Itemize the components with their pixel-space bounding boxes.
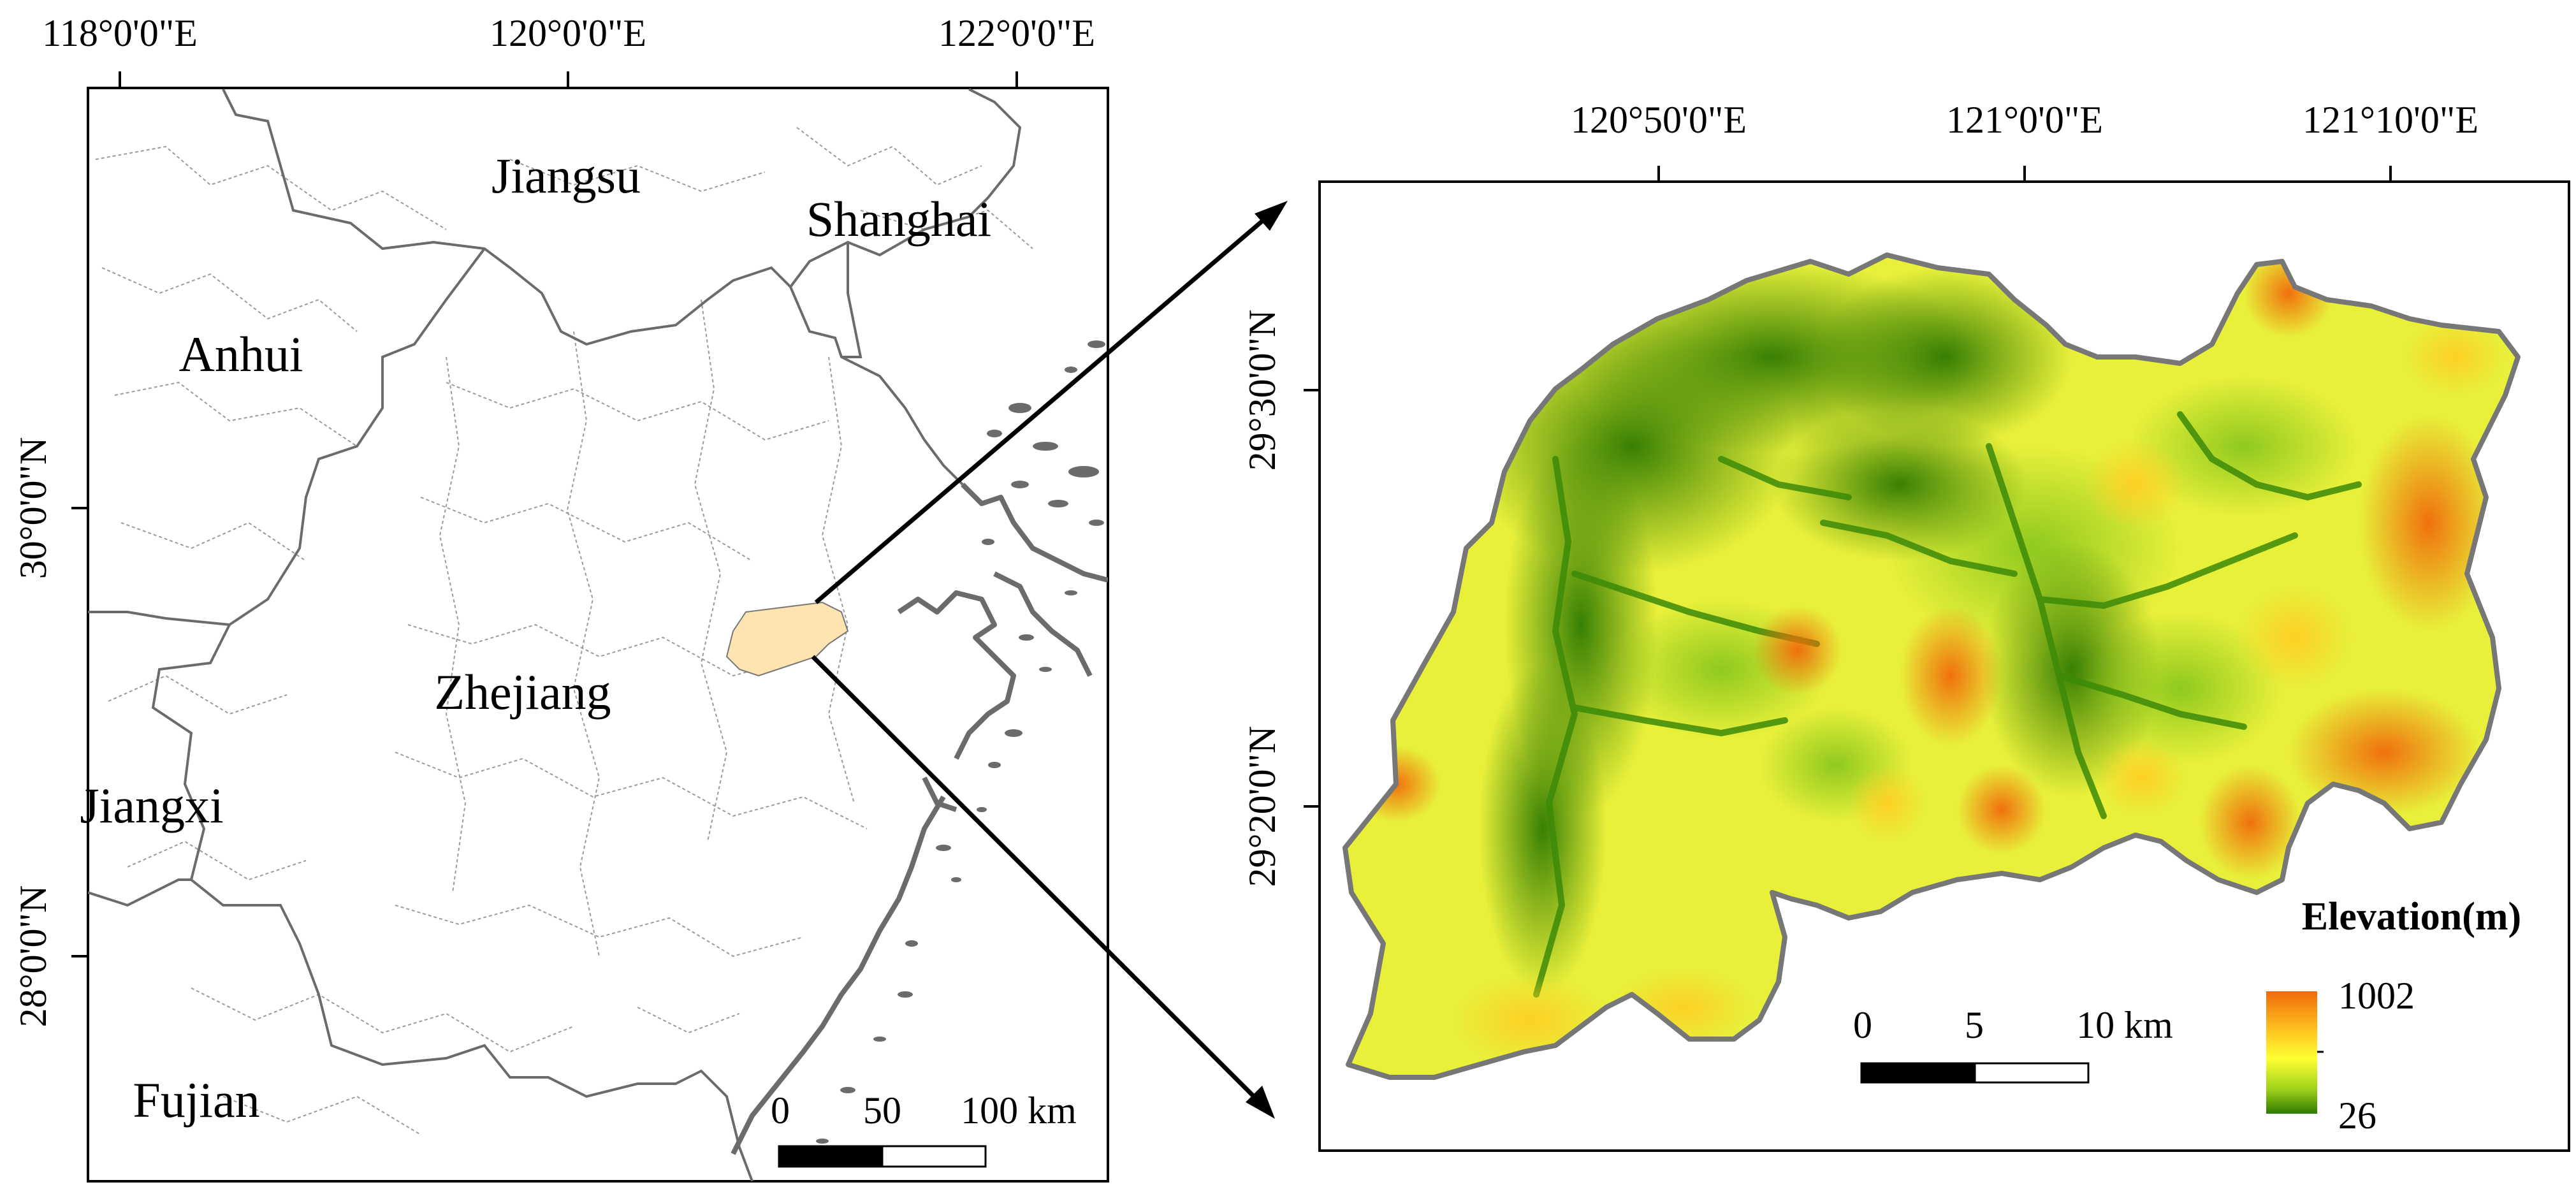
left-scalebar: 0 50 100 km bbox=[771, 1089, 1077, 1168]
lat-tick-28: 28°0'0"N bbox=[12, 885, 54, 1028]
label-jiangsu: Jiangsu bbox=[491, 148, 641, 203]
lat-tick-29-30: 29°30'0"N bbox=[1241, 310, 1283, 471]
lon-tick-121-10: 121°10'0"E bbox=[2303, 99, 2478, 141]
legend-colorbar bbox=[2266, 991, 2317, 1114]
islands bbox=[816, 340, 1105, 1144]
label-zhejiang: Zhejiang bbox=[434, 664, 611, 720]
elevation-legend: Elevation(m) 1002 26 bbox=[2266, 895, 2521, 1137]
scalebar-label-0: 0 bbox=[1853, 1004, 1872, 1046]
scalebar-label-100: 100 km bbox=[961, 1089, 1077, 1132]
scalebar-label-0: 0 bbox=[771, 1089, 790, 1132]
county-borders bbox=[95, 127, 1033, 1135]
province-borders bbox=[88, 88, 1022, 1181]
left-map: 118°0'0"E 120°0'0"E 122°0'0"E 30°0'0"N 2… bbox=[12, 12, 1109, 1183]
lon-tick-122: 122°0'0"E bbox=[938, 12, 1095, 54]
right-scalebar: 0 5 10 km bbox=[1853, 1004, 2173, 1084]
label-anhui: Anhui bbox=[179, 326, 303, 382]
study-area-outline bbox=[1343, 252, 2521, 1080]
right-map: 120°50'0"E 121°0'0"E 121°10'0"E 29°30'0"… bbox=[1241, 99, 2570, 1152]
lat-tick-30: 30°0'0"N bbox=[12, 437, 54, 579]
scalebar-label-5: 5 bbox=[1965, 1004, 1984, 1046]
scalebar-label-50: 50 bbox=[863, 1089, 901, 1132]
legend-title: Elevation(m) bbox=[2302, 895, 2521, 938]
lon-tick-120: 120°0'0"E bbox=[490, 12, 646, 54]
north-east-arrow-icon bbox=[1255, 201, 1288, 231]
label-jiangxi: Jiangxi bbox=[80, 778, 223, 833]
left-map-frame bbox=[87, 87, 1109, 1183]
right-map-ticks bbox=[1304, 166, 2392, 808]
legend-max: 1002 bbox=[2338, 975, 2415, 1017]
study-area-highlight bbox=[725, 601, 849, 677]
left-map-ticks bbox=[71, 71, 1018, 957]
label-fujian: Fujian bbox=[133, 1072, 259, 1128]
scalebar-label-10: 10 km bbox=[2076, 1004, 2173, 1046]
south-east-arrow-icon bbox=[1246, 1086, 1275, 1119]
lon-tick-121-0: 121°0'0"E bbox=[1946, 99, 2103, 141]
lon-tick-118: 118°0'0"E bbox=[42, 12, 198, 54]
lon-tick-120-50: 120°50'0"E bbox=[1571, 99, 1747, 141]
elevation-raster bbox=[1345, 255, 2518, 1077]
connector-arrows bbox=[811, 201, 1288, 1119]
legend-min: 26 bbox=[2338, 1095, 2376, 1137]
label-shanghai: Shanghai bbox=[806, 191, 991, 247]
lat-tick-29-20: 29°20'0"N bbox=[1241, 726, 1283, 887]
coastline bbox=[731, 483, 1108, 1155]
